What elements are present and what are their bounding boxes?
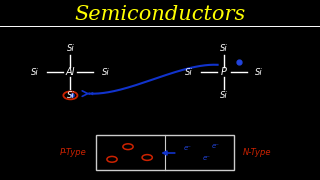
- Text: e⁻: e⁻: [183, 145, 191, 151]
- Text: Si: Si: [185, 68, 193, 76]
- Text: P-Type: P-Type: [60, 148, 86, 157]
- Text: Semiconductors: Semiconductors: [74, 4, 246, 24]
- Text: Si: Si: [67, 44, 74, 53]
- Text: e⁻: e⁻: [212, 143, 220, 149]
- Text: Si: Si: [220, 91, 228, 100]
- Text: P: P: [221, 67, 227, 77]
- Text: N-Type: N-Type: [243, 148, 272, 157]
- Text: Si: Si: [220, 44, 228, 53]
- Text: Si: Si: [31, 68, 39, 76]
- Text: Si: Si: [255, 68, 263, 76]
- Text: Si: Si: [67, 91, 74, 100]
- Text: e⁻: e⁻: [203, 155, 211, 161]
- Text: Si: Si: [102, 68, 109, 76]
- Text: Al: Al: [66, 67, 75, 77]
- Bar: [96, 135, 234, 170]
